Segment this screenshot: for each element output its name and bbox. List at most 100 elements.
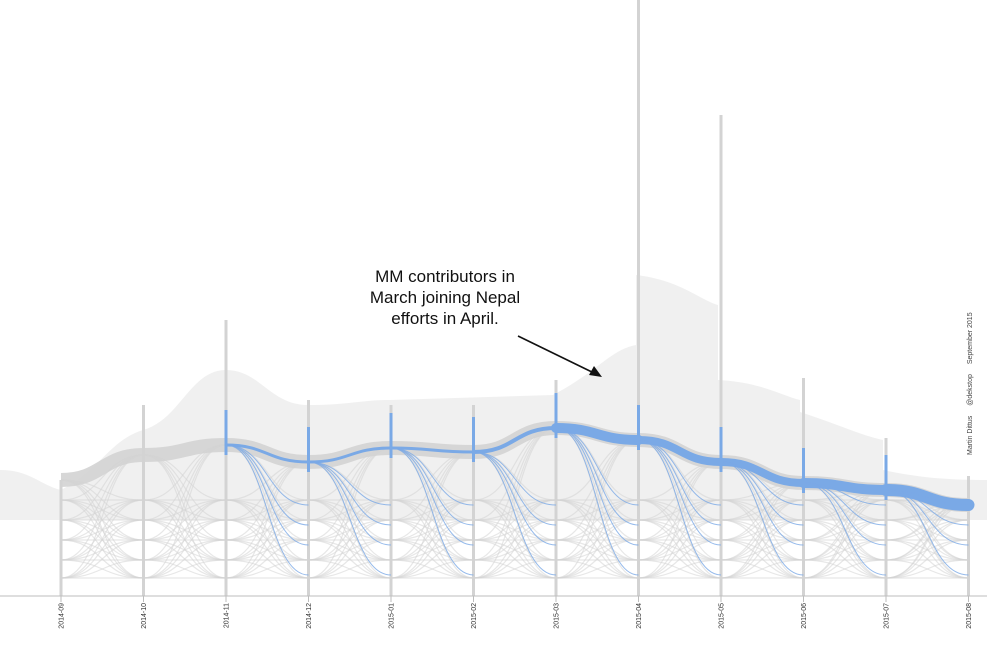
credit-handle: @dekstop <box>967 374 974 406</box>
highlight-flow-2015-05 <box>717 458 808 487</box>
highlight-fanout <box>885 489 969 506</box>
x-axis-ticks: 2014-09 2014-10 2014-11 2014-12 2015-01 2015-… <box>59 596 973 629</box>
background-flow <box>555 439 639 579</box>
highlight-fanout <box>390 447 474 546</box>
highlight-fanout <box>638 439 722 576</box>
background-flow <box>143 454 227 579</box>
highlight-node-2015-07 <box>884 455 888 500</box>
annotation-line-1: MM contributors in <box>375 267 515 286</box>
credit: Martin Dittus @dekstop September 2015 <box>967 304 974 455</box>
highlight-node-2015-04 <box>637 405 640 450</box>
node-bar-2015-04 <box>637 0 640 596</box>
background-flow <box>308 539 392 579</box>
highlight-node-2014-11 <box>224 410 228 455</box>
highlight-fanout <box>720 461 804 546</box>
background-flow <box>885 559 969 579</box>
highlight-fanout <box>885 489 969 576</box>
highlight-flow-2014-12 <box>307 446 393 464</box>
highlight-flow-2014-11 <box>224 443 310 464</box>
background-flow <box>555 559 639 579</box>
background-flow <box>308 559 392 579</box>
background-flow <box>390 451 474 579</box>
highlight-fanout <box>225 444 309 546</box>
annotation-line-3: efforts in April. <box>391 309 499 328</box>
background-flow <box>720 519 804 579</box>
x-tick-label: 2015-03 <box>554 603 561 629</box>
highlight-fanout <box>720 461 804 576</box>
x-tick-label: 2015-04 <box>636 603 643 629</box>
x-tick-label: 2015-02 <box>471 603 478 629</box>
background-flow <box>638 559 722 579</box>
highlight-node-2015-05 <box>719 427 723 472</box>
background-flow <box>308 447 392 579</box>
highlighted-node-bars <box>224 393 888 500</box>
highlight-fanout <box>225 444 309 576</box>
highlight-fanout <box>308 461 392 576</box>
background-flow <box>803 559 887 579</box>
node-bar-2015-02 <box>472 405 475 596</box>
background-flow <box>720 539 804 579</box>
highlight-fanout <box>390 447 474 576</box>
highlight-flow-2015-01 <box>389 446 475 454</box>
node-bar-2014-10 <box>142 405 145 596</box>
annotation-line-2: March joining Nepal <box>369 288 521 307</box>
node-bar-2015-01 <box>389 405 393 596</box>
x-tick-label: 2015-08 <box>966 603 973 629</box>
background-flow <box>60 519 144 579</box>
background-flow <box>143 519 227 579</box>
highlighted-flows <box>224 423 975 576</box>
background-flow <box>885 519 969 579</box>
background-flow <box>143 539 227 579</box>
background-flow <box>803 519 887 579</box>
background-flow <box>225 461 309 579</box>
highlight-fanout <box>473 451 557 546</box>
highlight-fanout <box>803 482 887 576</box>
background-flow <box>555 499 639 579</box>
credit-author: Martin Dittus <box>967 415 974 455</box>
background-flow <box>60 499 144 579</box>
x-tick-label: 2015-01 <box>389 603 396 629</box>
node-bar-2014-09 <box>59 480 63 596</box>
background-flow <box>225 559 309 579</box>
highlight-fanout <box>308 461 392 546</box>
node-bar-2015-05 <box>719 115 723 596</box>
highlight-fanout <box>555 427 639 576</box>
background-flow <box>60 454 144 579</box>
background-flow <box>720 482 804 579</box>
highlight-flow-2015-02 <box>471 426 558 454</box>
highlight-node-2015-02 <box>472 417 475 462</box>
node-bar-2015-03 <box>554 380 558 596</box>
background-flow <box>308 519 392 579</box>
highlight-node-2015-03 <box>554 393 558 438</box>
node-bar-2014-11 <box>224 320 228 596</box>
x-tick-label: 2014-09 <box>59 603 66 629</box>
background-flow <box>390 539 474 579</box>
background-flow <box>473 559 557 579</box>
background-flow <box>803 499 887 579</box>
highlight-flow-2015-03 <box>551 423 644 445</box>
highlight-fanout <box>638 439 722 546</box>
highlight-node-2015-06 <box>802 448 805 493</box>
annotation-arrow <box>517 335 602 377</box>
highlight-fanout <box>473 451 557 576</box>
highlight-fanout <box>803 482 887 546</box>
background-flow <box>143 444 227 579</box>
background-flow <box>143 499 227 579</box>
x-tick-label: 2014-12 <box>306 603 313 629</box>
credit-date: September 2015 <box>967 312 974 365</box>
x-tick-label: 2015-05 <box>719 603 726 629</box>
node-bar-2015-08 <box>967 476 970 596</box>
background-flow <box>720 559 804 579</box>
background-flow <box>473 427 557 579</box>
background-flow <box>390 559 474 579</box>
background-flow <box>60 539 144 579</box>
annotation: MM contributors in March joining Nepal e… <box>330 266 560 329</box>
x-tick-label: 2015-07 <box>884 603 891 629</box>
background-flow <box>143 559 227 579</box>
background-flow <box>638 461 722 579</box>
background-flow <box>885 539 969 579</box>
highlight-fanout <box>885 489 969 546</box>
highlight-flow-2015-04 <box>634 436 725 466</box>
highlight-fanout <box>555 427 639 546</box>
